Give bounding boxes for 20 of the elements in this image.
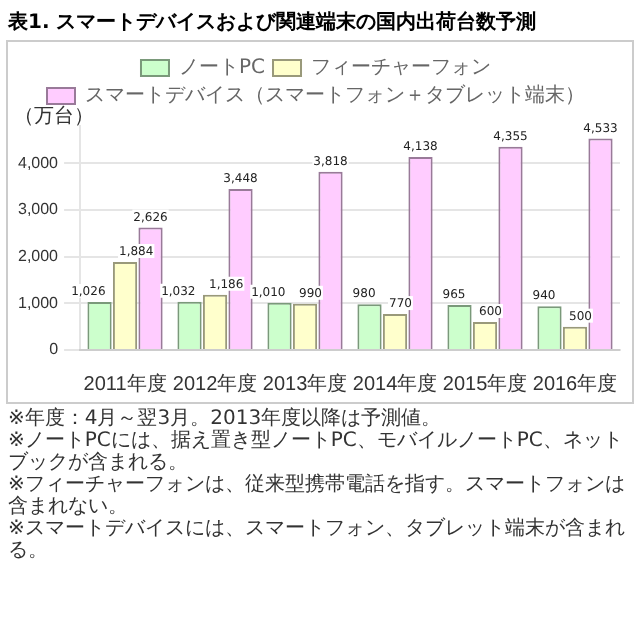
x-tick-label: 2011年度 — [83, 371, 167, 396]
y-tick-label: 2,000 — [17, 247, 60, 266]
text: ※フィーチャーフォンは、従来型携帯電話を指す。スマートフォンは含まれない。 — [8, 474, 627, 518]
x-tick-label: 2015年度 — [442, 371, 528, 396]
text: ※スマートデバイスには、スマートフォン、タブレット端末が含まれる。 — [8, 518, 627, 562]
y-tick-label: 3,000 — [17, 200, 60, 219]
text: ※ノートPCには、据え置き型ノートPC、モバイルノートPC、ネットブックが含まれる。 — [8, 430, 625, 474]
legend-label: スマートデバイス（スマートフォン＋タブレット端末） — [85, 83, 585, 108]
y-tick-label: 0 — [49, 340, 60, 359]
x-tick-label: 2013年度 — [262, 371, 348, 396]
x-tick-label: 2016年度 — [532, 371, 618, 396]
y-tick-label: 1,000 — [17, 293, 60, 312]
chart-title: 表1. スマートデバイスおよび関連端末の国内出荷台数予測 — [8, 9, 539, 36]
x-tick-label: 2014年度 — [352, 371, 438, 396]
y-tick-label: 4,000 — [17, 153, 60, 172]
legend-label: ノートPC — [178, 57, 266, 80]
y-axis-title: （万台） — [14, 103, 94, 130]
text: ※年度：4月～翌3月。2013年度以降は予測値。 — [8, 408, 444, 430]
legend-label: フィーチャーフォン — [311, 57, 492, 80]
x-tick-label: 2012年度 — [172, 371, 258, 396]
